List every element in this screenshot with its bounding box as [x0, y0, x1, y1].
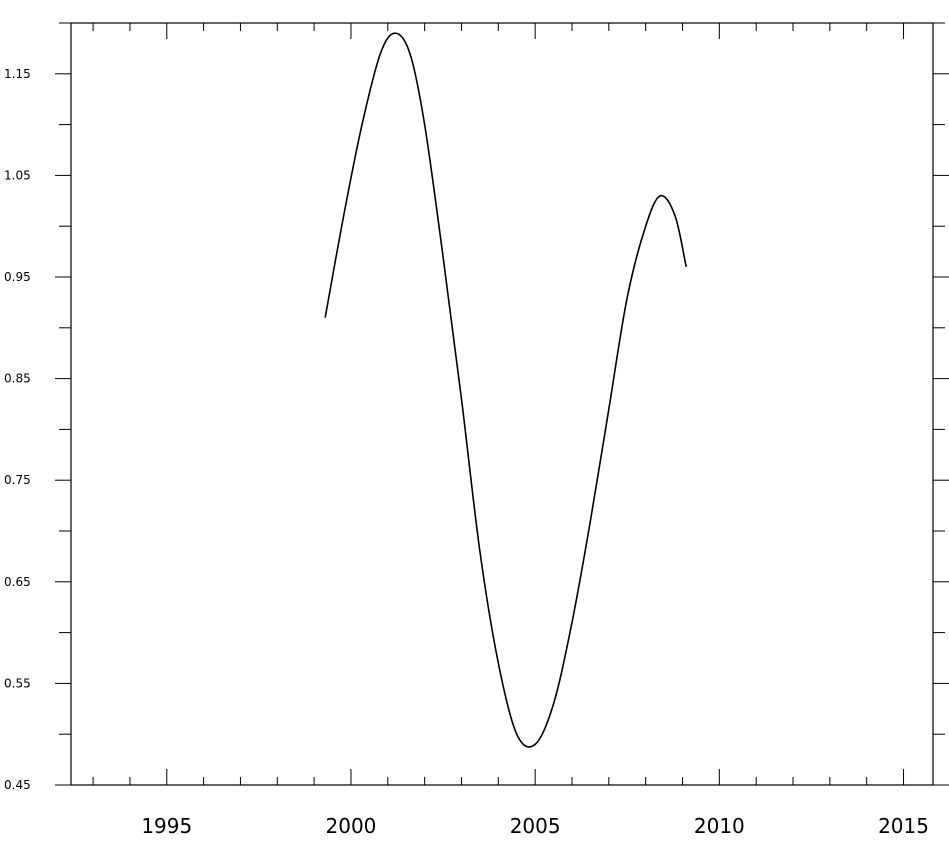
x-axis-tick-labels: 1995 2000 2005 2010 2015: [141, 814, 929, 838]
y-tick-label: 0.95: [4, 270, 31, 284]
y-tick-label: 1.05: [4, 168, 31, 182]
y-axis-tick-labels: 0.45 0.55 0.65 0.75 0.85 0.95 1.05 1.15: [4, 67, 31, 792]
x-tick-label: 2010: [694, 814, 745, 838]
y-axis-ticks: [55, 22, 949, 786]
x-tick-label: 2015: [878, 814, 929, 838]
y-tick-label: 0.45: [4, 778, 31, 792]
x-axis-ticks: [92, 23, 905, 785]
y-tick-label: 1.15: [4, 67, 31, 81]
y-tick-label: 0.65: [4, 575, 31, 589]
y-tick-label: 0.75: [4, 473, 31, 487]
plot-frame: [70, 22, 934, 786]
series-line: [324, 32, 687, 748]
y-tick-label: 0.55: [4, 676, 31, 690]
x-tick-label: 1995: [141, 814, 192, 838]
y-tick-label: 0.85: [4, 372, 31, 386]
x-tick-label: 2000: [326, 814, 377, 838]
x-tick-label: 2005: [510, 814, 561, 838]
